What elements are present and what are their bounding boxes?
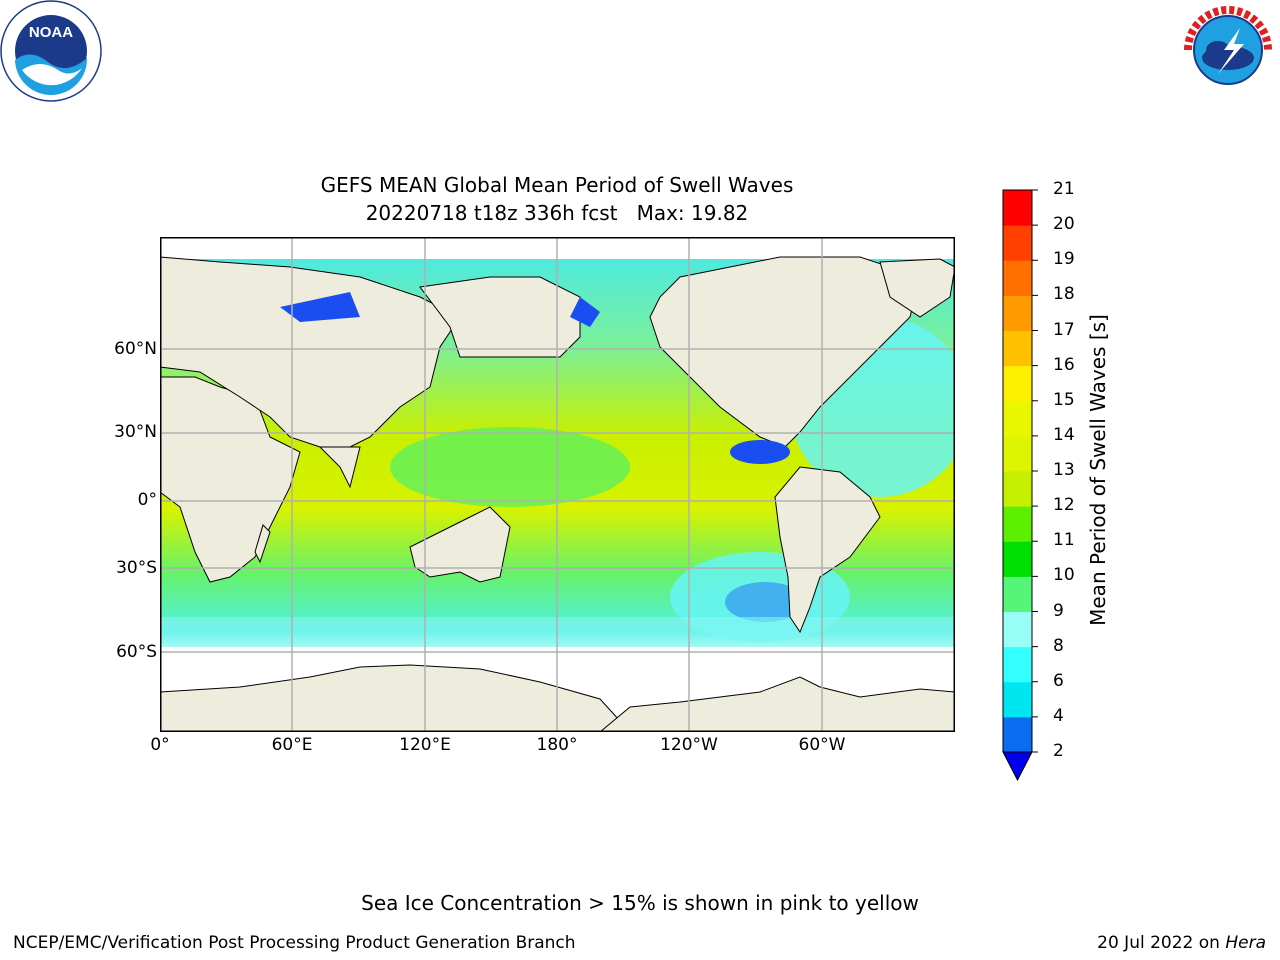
colorbar-tick-label: 20 [1053, 214, 1075, 235]
sea-ice-note: Sea Ice Concentration > 15% is shown in … [361, 891, 919, 915]
madagascar [254, 524, 271, 564]
colorbar-tick-label: 14 [1053, 424, 1075, 445]
lat-label-30s: 30°S [116, 558, 157, 578]
colorbar-segment [1003, 541, 1032, 577]
colorbar-tick-label: 18 [1053, 284, 1075, 305]
colorbar-segment [1003, 646, 1032, 683]
footer-machine: Hera [1225, 933, 1266, 953]
nws-logo [1178, 0, 1278, 100]
map-title: GEFS MEAN Global Mean Period of Swell Wa… [320, 173, 794, 197]
colorbar-segment [1003, 681, 1032, 718]
lon-label-180: 180° [536, 735, 578, 755]
greenland [879, 258, 955, 318]
lon-label-60e: 60°E [271, 735, 313, 755]
colorbar-segment [1003, 506, 1032, 542]
colorbar-segment [1003, 330, 1032, 367]
colorbar-segment [1003, 295, 1032, 331]
antarctica-east [160, 664, 631, 732]
colorbar-tick-label: 21 [1053, 179, 1075, 199]
lat-label-60n: 60°N [114, 339, 157, 359]
colorbar-segment [1003, 225, 1032, 261]
noaa-logo-text: NOAA [29, 24, 73, 41]
lat-label-60s: 60°S [116, 642, 157, 662]
footer-date-text: 20 Jul 2022 on [1097, 933, 1226, 953]
colorbar-title: Mean Period of Swell Waves [s] [1086, 314, 1110, 626]
lon-label-120w: 120°W [660, 735, 718, 755]
colorbar-segment [1003, 260, 1032, 296]
swell-period-map [160, 237, 955, 732]
colorbar-tick-label: 16 [1053, 354, 1075, 375]
colorbar-tick-label: 11 [1053, 530, 1075, 551]
colorbar-tick-label: 6 [1053, 670, 1064, 691]
colorbar-segment [1003, 435, 1032, 472]
colorbar-segment [1003, 365, 1032, 402]
noaa-logo: NOAA [0, 0, 102, 102]
colorbar-segment [1003, 400, 1032, 437]
lon-label-0: 0° [150, 735, 170, 755]
colorbar-segment [1003, 716, 1032, 753]
colorbar-tick-label: 12 [1053, 495, 1075, 516]
footer-branch: NCEP/EMC/Verification Post Processing Pr… [13, 933, 576, 953]
colorbar-under-arrow [1002, 751, 1033, 782]
lat-label-30n: 30°N [114, 422, 157, 442]
colorbar-segment [1003, 576, 1032, 612]
colorbar-segment [1003, 611, 1032, 648]
footer-date: 20 Jul 2022 on Hera [1097, 933, 1266, 953]
colorbar-segment [1003, 190, 1032, 226]
colorbar-tick-label: 4 [1053, 705, 1064, 726]
graticule [160, 237, 955, 732]
australia [409, 506, 511, 583]
colorbar-tick-label: 15 [1053, 389, 1075, 410]
eurasia [160, 256, 461, 453]
colorbar-tick-label: 17 [1053, 319, 1075, 340]
lat-label-eq: 0° [137, 490, 157, 510]
colorbar-segment [1003, 471, 1032, 507]
colorbar-tick-label: 2 [1053, 741, 1064, 761]
colorbar-tick-label: 10 [1053, 565, 1075, 586]
colorbar-tick-label: 19 [1053, 249, 1075, 270]
colorbar [1002, 189, 1038, 782]
colorbar-tick-label: 13 [1053, 460, 1075, 480]
south-america [774, 466, 881, 634]
north-america [649, 256, 921, 448]
colorbar-tick-label: 9 [1053, 600, 1064, 621]
map-subtitle: 20220718 t18z 336h fcst Max: 19.82 [365, 201, 749, 225]
colorbar-tick-label: 8 [1053, 635, 1064, 656]
lon-label-60w: 60°W [798, 735, 846, 755]
lon-label-120e: 120°E [399, 735, 451, 755]
